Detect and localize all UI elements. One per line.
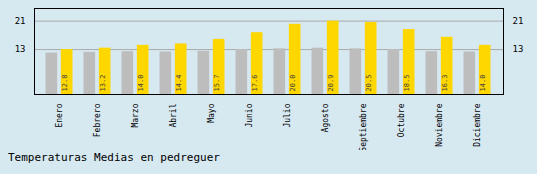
svg-text:Septiembre: Septiembre [359,103,368,150]
svg-text:Julio: Julio [283,103,292,127]
svg-text:15.7: 15.7 [213,75,221,92]
svg-text:Marzo: Marzo [131,103,140,127]
svg-text:14.0: 14.0 [479,75,487,92]
svg-text:16.3: 16.3 [441,75,449,92]
svg-text:12.8: 12.8 [61,75,69,92]
svg-text:Noviembre: Noviembre [435,103,444,147]
svg-text:17.6: 17.6 [251,75,259,92]
svg-text:20.5: 20.5 [365,75,373,92]
svg-text:13.2: 13.2 [99,75,107,92]
svg-text:Octubre: Octubre [397,103,406,137]
svg-text:20.9: 20.9 [327,75,335,92]
svg-text:Diciembre: Diciembre [473,103,482,147]
svg-text:21: 21 [513,16,524,26]
svg-text:21: 21 [15,16,26,26]
svg-text:Enero: Enero [55,103,64,127]
svg-text:14.0: 14.0 [137,75,145,92]
svg-text:Febrero: Febrero [93,103,102,137]
svg-text:Mayo: Mayo [207,103,216,122]
svg-text:Agosto: Agosto [321,103,330,132]
svg-text:20.0: 20.0 [289,75,297,92]
svg-text:13: 13 [15,44,26,54]
svg-text:14.4: 14.4 [175,75,183,92]
svg-text:Junio: Junio [245,103,254,127]
svg-text:Abril: Abril [169,103,178,127]
svg-text:13: 13 [513,44,524,54]
html-text:Temperaturas Medias en pedregu: Temperaturas Medias en pedreguer [8,151,220,164]
svg-text:18.5: 18.5 [403,75,411,92]
